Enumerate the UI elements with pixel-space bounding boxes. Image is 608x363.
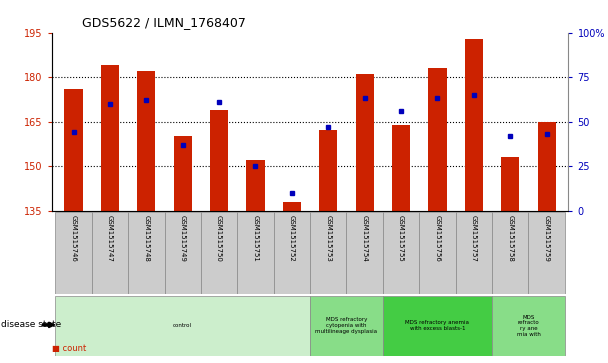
Text: GSM1515752: GSM1515752	[289, 215, 295, 262]
Text: disease state: disease state	[1, 321, 61, 329]
Text: GSM1515759: GSM1515759	[544, 215, 550, 262]
Text: GSM1515751: GSM1515751	[252, 215, 258, 262]
Bar	[174, 136, 192, 211]
Bar	[528, 212, 565, 294]
Text: GSM1515754: GSM1515754	[362, 215, 368, 262]
Bar	[201, 212, 237, 294]
Bar	[55, 296, 310, 356]
Text: GSM1515748: GSM1515748	[143, 215, 150, 262]
Text: GSM1515746: GSM1515746	[71, 215, 77, 262]
Bar	[101, 65, 119, 211]
Text: MDS
refracto
ry ane
mia with: MDS refracto ry ane mia with	[517, 315, 541, 337]
Bar	[356, 74, 374, 211]
Text: GSM1515757: GSM1515757	[471, 215, 477, 262]
Text: GSM1515755: GSM1515755	[398, 215, 404, 262]
Bar	[383, 212, 420, 294]
Text: MDS refractory
cytopenia with
multilineage dysplasia: MDS refractory cytopenia with multilinea…	[316, 318, 378, 334]
Bar	[492, 212, 528, 294]
Bar	[128, 212, 165, 294]
Text: GSM1515758: GSM1515758	[507, 215, 513, 262]
Bar	[347, 212, 383, 294]
Text: GSM1515747: GSM1515747	[107, 215, 113, 262]
Bar	[64, 89, 83, 211]
Bar	[237, 212, 274, 294]
Bar	[310, 212, 347, 294]
Bar	[383, 296, 492, 356]
Bar	[420, 212, 455, 294]
Text: GSM1515756: GSM1515756	[435, 215, 440, 262]
Bar	[137, 71, 156, 211]
Bar	[55, 212, 92, 294]
Text: control: control	[173, 323, 192, 328]
Bar	[429, 68, 446, 211]
Bar	[465, 38, 483, 211]
Bar	[537, 122, 556, 211]
Bar	[392, 125, 410, 211]
Bar	[283, 201, 301, 211]
Bar	[455, 212, 492, 294]
Bar	[274, 212, 310, 294]
Text: GSM1515750: GSM1515750	[216, 215, 222, 262]
Bar	[319, 130, 337, 211]
Bar	[310, 296, 383, 356]
Bar	[165, 212, 201, 294]
Bar	[210, 110, 228, 211]
Text: GSM1515753: GSM1515753	[325, 215, 331, 262]
Bar	[92, 212, 128, 294]
Text: ■ count: ■ count	[52, 344, 86, 353]
Text: MDS refractory anemia
with excess blasts-1: MDS refractory anemia with excess blasts…	[406, 321, 469, 331]
Text: GDS5622 / ILMN_1768407: GDS5622 / ILMN_1768407	[82, 16, 246, 29]
Text: GSM1515749: GSM1515749	[180, 215, 185, 262]
Bar	[246, 160, 264, 211]
Bar	[492, 296, 565, 356]
Bar	[501, 157, 519, 211]
